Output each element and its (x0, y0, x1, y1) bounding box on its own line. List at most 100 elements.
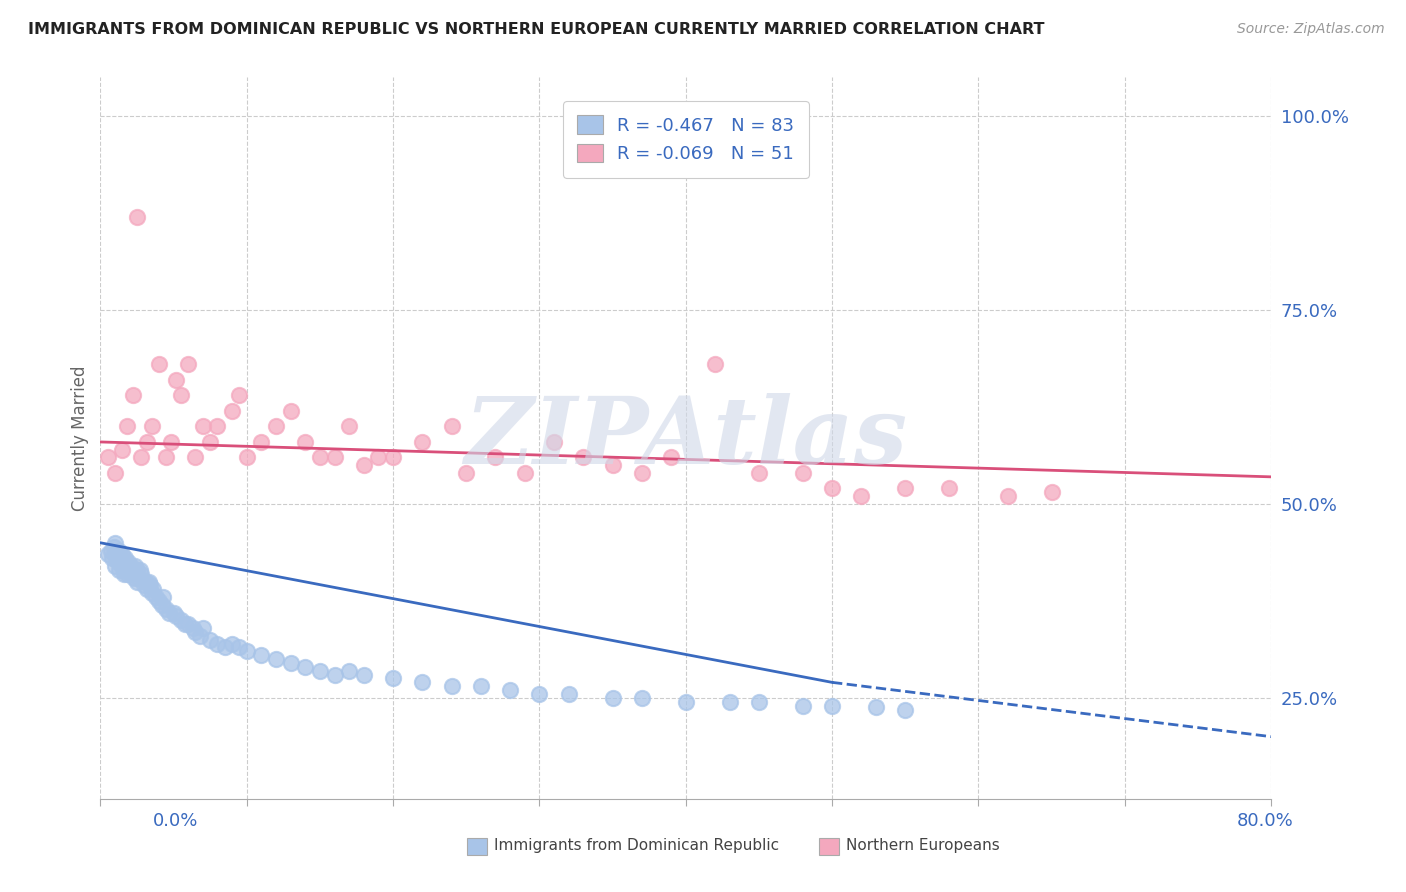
Point (207, 419, 229, 434)
Point (323, 667, 346, 681)
Point (125, 210, 148, 224)
Point (124, 559, 146, 574)
Point (221, 404, 243, 418)
Point (111, 442, 134, 457)
Point (198, 434, 221, 449)
Point (127, 571, 149, 585)
Point (484, 450, 506, 465)
Point (108, 543, 131, 558)
Point (337, 419, 360, 434)
Point (250, 434, 273, 449)
Text: Northern Europeans: Northern Europeans (846, 838, 1000, 853)
Point (792, 466, 814, 480)
Legend: R = -0.467   N = 83, R = -0.069   N = 51: R = -0.467 N = 83, R = -0.069 N = 51 (562, 101, 808, 178)
Point (198, 632, 221, 647)
Point (134, 578, 156, 592)
Point (470, 679, 492, 693)
Point (148, 594, 170, 608)
Point (602, 458, 624, 473)
Point (865, 700, 887, 714)
Point (280, 404, 302, 418)
Point (630, 466, 652, 480)
Point (142, 582, 165, 597)
Point (141, 419, 163, 434)
Point (155, 450, 177, 465)
Point (111, 559, 134, 574)
Point (170, 388, 193, 402)
Point (170, 613, 193, 627)
Point (821, 482, 844, 496)
Point (155, 601, 177, 615)
Point (112, 566, 135, 581)
Point (100, 543, 122, 558)
Point (103, 540, 125, 554)
Point (294, 660, 316, 674)
Text: Source: ZipAtlas.com: Source: ZipAtlas.com (1237, 22, 1385, 37)
Point (221, 637, 243, 651)
Point (188, 629, 211, 643)
Point (131, 450, 153, 465)
Point (125, 574, 148, 589)
Point (207, 637, 229, 651)
Point (264, 652, 287, 666)
Point (191, 621, 214, 635)
Point (107, 555, 129, 569)
Point (938, 482, 960, 496)
Text: 80.0%: 80.0% (1237, 812, 1294, 830)
Point (675, 695, 697, 709)
Point (1040, 485, 1063, 500)
Point (150, 598, 173, 612)
Point (135, 574, 157, 589)
Point (115, 566, 138, 581)
Point (851, 489, 873, 503)
Y-axis label: Currently Married: Currently Married (72, 366, 89, 511)
Point (121, 388, 143, 402)
Point (121, 563, 143, 577)
Point (323, 450, 346, 465)
Point (382, 672, 405, 686)
Point (228, 388, 250, 402)
Point (821, 698, 844, 713)
Point (136, 582, 159, 597)
Point (264, 419, 287, 434)
Point (748, 695, 770, 709)
Point (114, 563, 136, 577)
Point (572, 450, 595, 465)
Point (630, 690, 652, 705)
Point (104, 466, 127, 480)
Text: 0.0%: 0.0% (153, 812, 198, 830)
Point (184, 624, 207, 639)
Point (177, 617, 200, 632)
Point (367, 450, 389, 465)
Point (104, 559, 127, 574)
Point (165, 609, 187, 624)
Point (108, 563, 131, 577)
Point (894, 702, 917, 716)
Point (191, 419, 214, 434)
Point (309, 664, 332, 678)
Point (128, 563, 150, 577)
Point (136, 434, 159, 449)
Point (125, 563, 148, 577)
Point (174, 617, 197, 632)
Point (117, 563, 139, 577)
Point (131, 566, 153, 581)
Point (353, 458, 375, 473)
Point (411, 675, 433, 690)
Text: Immigrants from Dominican Republic: Immigrants from Dominican Republic (495, 838, 779, 853)
Point (162, 606, 184, 620)
Point (235, 450, 257, 465)
Point (456, 466, 478, 480)
Point (117, 555, 139, 569)
Point (748, 466, 770, 480)
Point (440, 679, 463, 693)
Point (152, 590, 174, 604)
Point (159, 434, 181, 449)
Point (557, 687, 579, 701)
Point (165, 373, 187, 387)
Point (309, 450, 332, 465)
Point (184, 450, 207, 465)
Point (104, 535, 127, 549)
Point (97, 450, 120, 465)
Point (543, 434, 565, 449)
